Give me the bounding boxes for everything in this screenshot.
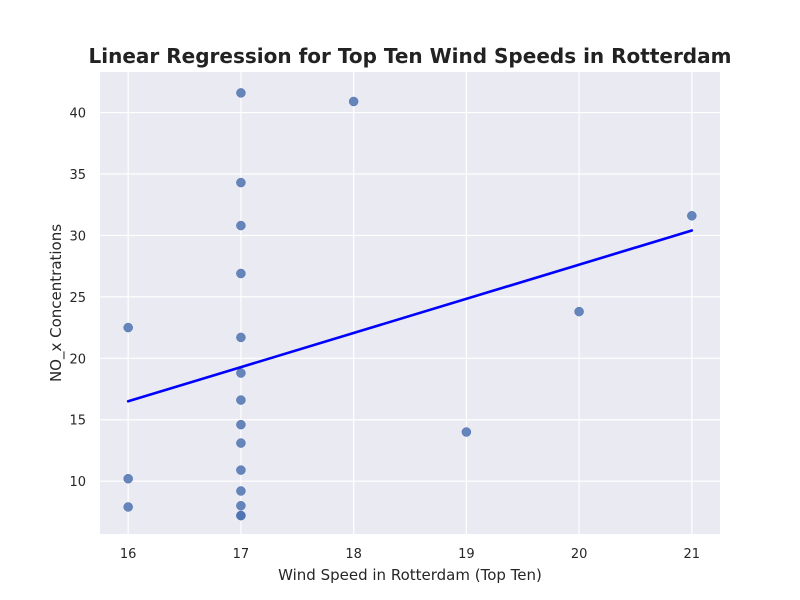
data-point	[236, 486, 246, 496]
data-point	[123, 322, 133, 333]
regression-line	[126, 229, 694, 403]
y-axis-label: NO_x Concentrations	[47, 224, 66, 382]
data-point	[348, 96, 359, 107]
data-point	[236, 220, 246, 231]
grid-lines	[100, 72, 720, 534]
data-point	[574, 306, 584, 317]
data-points	[123, 88, 697, 521]
x-tick-label: 17	[233, 547, 250, 562]
x-tick-label: 19	[458, 547, 475, 562]
data-point	[236, 268, 246, 279]
x-tick-label: 21	[684, 547, 701, 562]
y-tick-labels: 10 15 20 25 30 35 40	[69, 107, 86, 491]
data-point	[236, 500, 246, 511]
y-tick-label: 15	[69, 414, 86, 429]
data-point	[687, 211, 697, 221]
data-point	[123, 502, 133, 512]
data-point	[236, 88, 246, 98]
data-point	[236, 465, 246, 475]
data-point	[236, 510, 246, 521]
y-tick-label: 25	[69, 291, 86, 306]
y-tick-label: 20	[69, 352, 86, 367]
y-tick-label: 35	[69, 168, 86, 183]
plot-background	[100, 72, 720, 534]
x-axis-label: Wind Speed in Rotterdam (Top Ten)	[278, 566, 542, 584]
x-tick-label: 18	[345, 547, 362, 562]
regression-line-group	[126, 229, 694, 403]
data-point	[236, 419, 246, 430]
data-point	[236, 332, 246, 343]
data-point	[461, 427, 472, 437]
data-point	[123, 473, 133, 484]
chart-title: Linear Regression for Top Ten Wind Speed…	[89, 44, 732, 68]
x-tick-label: 16	[120, 547, 137, 562]
y-tick-label: 30	[69, 229, 86, 244]
data-point	[236, 177, 246, 188]
data-point	[236, 438, 246, 448]
x-tick-labels: 16 17 18 19 20 21	[120, 547, 700, 562]
data-point	[236, 395, 246, 405]
data-point	[236, 368, 246, 378]
x-tick-label: 20	[571, 547, 588, 562]
y-tick-label: 10	[69, 475, 86, 490]
y-tick-label: 40	[69, 107, 86, 122]
